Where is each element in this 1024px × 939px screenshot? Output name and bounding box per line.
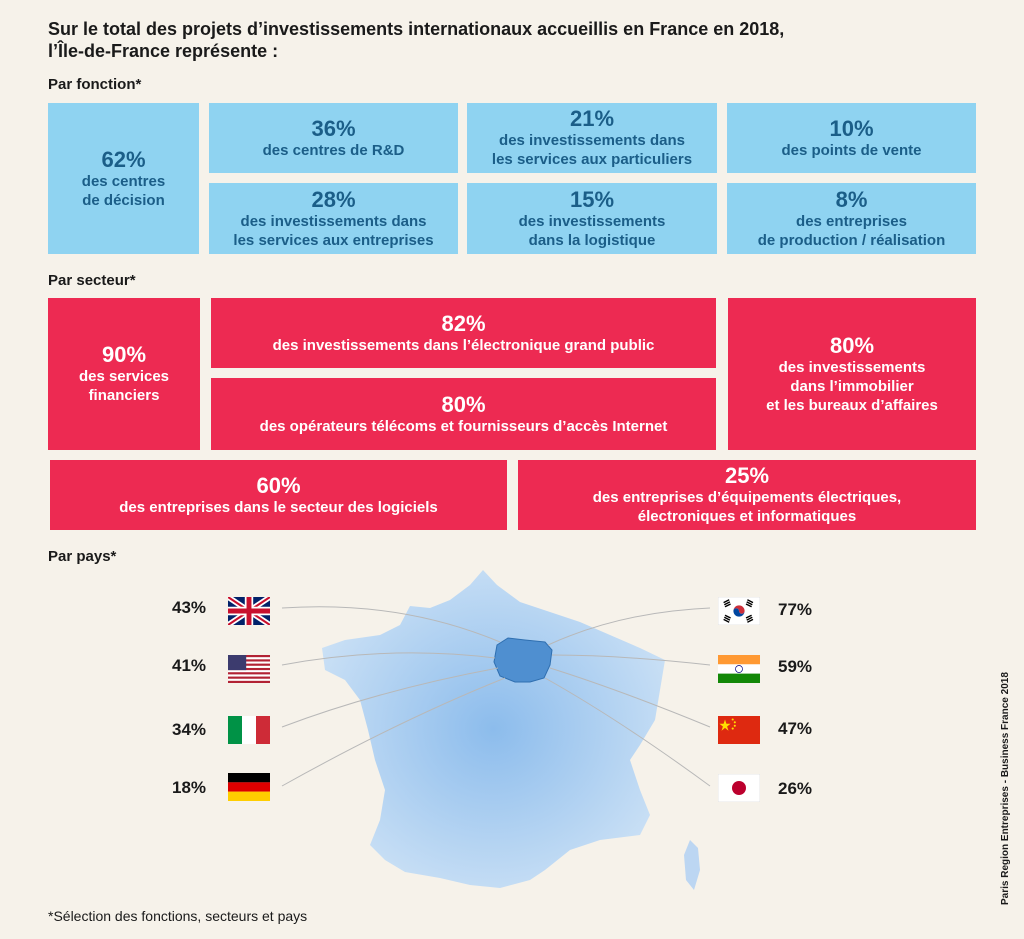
india-flag-icon: [718, 655, 760, 683]
fonction-box-services-entreprises: 28% des investissements dans les service…: [209, 183, 458, 254]
country-pct-us: 41%: [172, 656, 207, 675]
fonction-box-rd: 36% des centres de R&D: [209, 103, 458, 173]
country-pct-italy: 34%: [172, 720, 207, 739]
section-label-fonction: Par fonction*: [48, 76, 142, 93]
source-credit: Paris Region Entreprises - Business Fran…: [1000, 672, 1011, 905]
fonction-box-decision: 62% des centres de décision: [48, 103, 199, 254]
section-label-pays: Par pays*: [48, 548, 117, 565]
corsica-shape: [684, 840, 700, 890]
country-pct-uk: 43%: [172, 598, 207, 617]
secteur-box-logiciels: 60% des entreprises dans le secteur des …: [50, 460, 507, 530]
fonction-box-logistique: 15% des investissements dans la logistiq…: [467, 183, 717, 254]
secteur-box-immobilier: 80% des investissements dans l’immobilie…: [728, 298, 976, 450]
fonction-box-points-vente: 10% des points de vente: [727, 103, 976, 173]
germany-flag-icon: [228, 773, 270, 801]
secteur-box-electronique: 82% des investissements dans l’électroni…: [211, 298, 716, 368]
page-title: Sur le total des projets d’investissemen…: [48, 19, 785, 61]
south-korea-flag-icon: [718, 597, 760, 625]
us-flag-icon: [228, 655, 270, 683]
uk-flag-icon: [228, 597, 270, 625]
france-map-shape: [322, 570, 665, 888]
connector-lines: [281, 606, 711, 787]
country-pct-japan: 26%: [778, 779, 813, 798]
country-pct-india: 59%: [778, 657, 813, 676]
footnote: *Sélection des fonctions, secteurs et pa…: [48, 908, 308, 924]
fonction-box-services-particuliers: 21% des investissements dans les service…: [467, 103, 717, 173]
country-pct-south-korea: 77%: [778, 600, 813, 619]
secteur-box-equipements: 25% des entreprises d’équipements électr…: [518, 460, 976, 530]
fonction-box-production: 8% des entreprises de production / réali…: [727, 183, 976, 254]
italy-flag-icon: [228, 716, 270, 744]
country-pct-china: 47%: [778, 719, 813, 738]
section-label-secteur: Par secteur*: [48, 272, 136, 289]
country-pct-germany: 18%: [172, 778, 207, 797]
secteur-box-telecoms: 80% des opérateurs télécoms et fournisse…: [211, 378, 716, 450]
ile-de-france-shape: [493, 637, 553, 683]
china-flag-icon: [718, 716, 760, 744]
secteur-box-financiers: 90% des services financiers: [48, 298, 200, 450]
japan-flag-icon: [718, 774, 760, 802]
